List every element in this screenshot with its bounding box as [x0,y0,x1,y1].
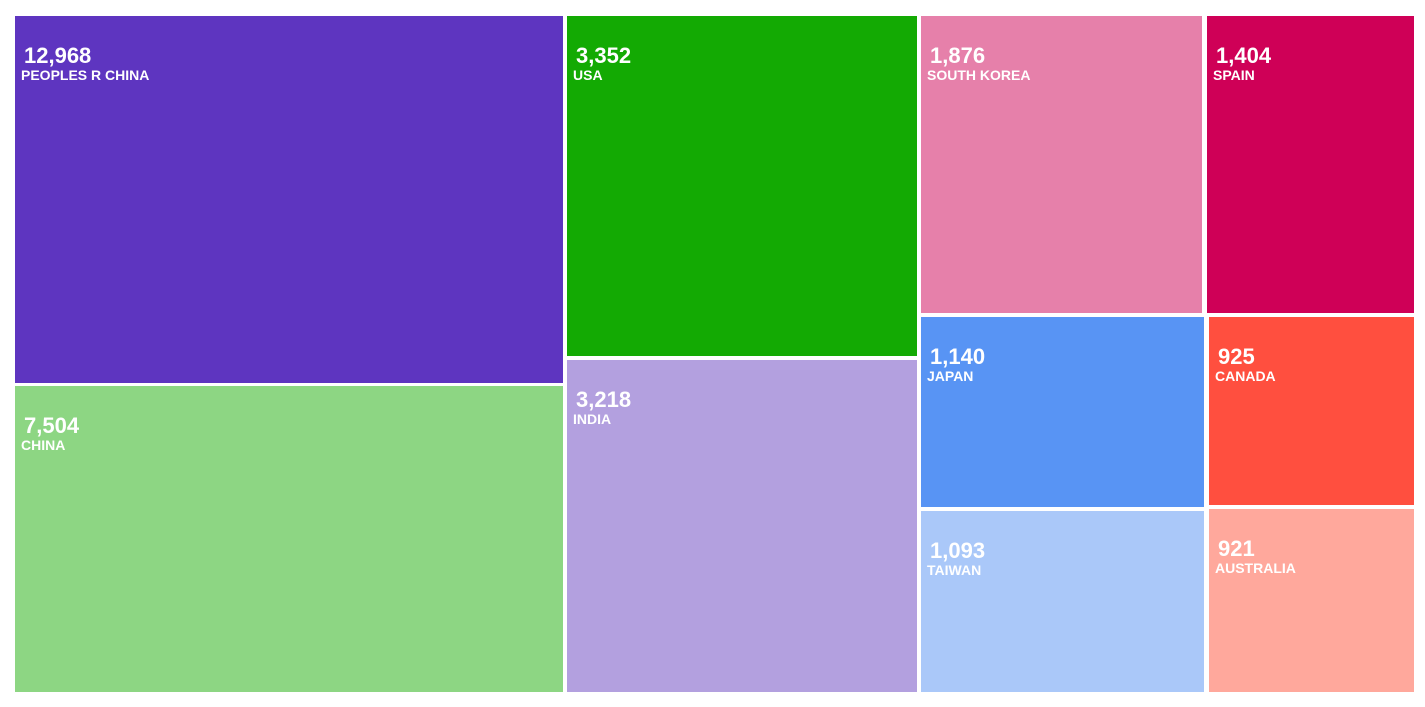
value-label: 1,093 [930,538,985,563]
category-label: INDIA [573,411,611,427]
category-label: SOUTH KOREA [927,67,1030,83]
value-label: 1,876 [930,43,985,68]
category-label: JAPAN [927,368,973,384]
treemap-cell [1207,16,1414,313]
category-label: AUSTRALIA [1215,560,1296,576]
value-label: 12,968 [24,43,91,68]
category-label: SPAIN [1213,67,1255,83]
treemap-cell [15,16,563,383]
treemap-cell [921,16,1202,313]
treemap-cell [567,16,917,356]
value-label: 925 [1218,344,1255,369]
value-label: 7,504 [24,413,80,438]
category-label: USA [573,67,603,83]
value-label: 3,218 [576,387,631,412]
treemap-cell [15,386,563,692]
value-label: 3,352 [576,43,631,68]
treemap-cell [567,360,917,692]
treemap-cell [921,317,1204,507]
category-label: CHINA [21,437,65,453]
value-label: 1,404 [1216,43,1272,68]
treemap-cell [1209,509,1414,692]
category-label: PEOPLES R CHINA [21,67,149,83]
treemap-cell [921,511,1204,692]
category-label: TAIWAN [927,562,981,578]
value-label: 1,140 [930,344,985,369]
treemap-cell [1209,317,1414,505]
category-label: CANADA [1215,368,1276,384]
value-label: 921 [1218,536,1255,561]
